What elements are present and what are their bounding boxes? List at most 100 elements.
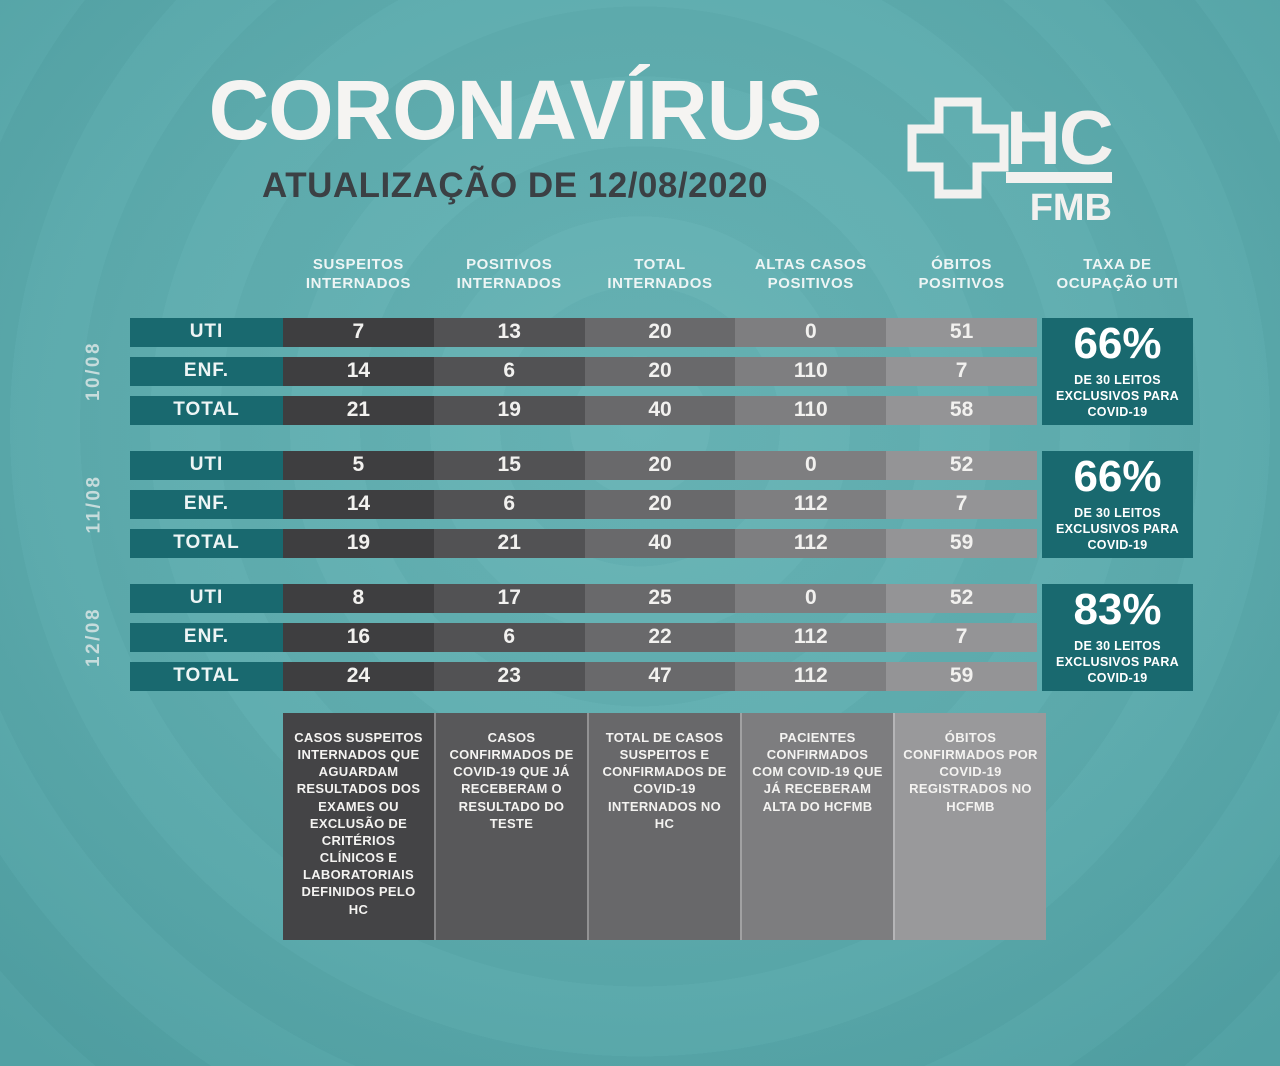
occupancy-note: DE 30 LEITOS EXCLUSIVOS PARA COVID-19 xyxy=(1055,373,1180,419)
table-row: TOTAL 19 21 40 112 59 xyxy=(130,528,1037,558)
value-cell: 7 xyxy=(283,317,434,347)
legend-box-obitos: ÓBITOS CONFIRMADOS POR COVID-19 REGISTRA… xyxy=(893,713,1046,940)
occupancy-rate: 66% xyxy=(1073,452,1162,501)
column-header-positivos: POSITIVOS INTERNADOS xyxy=(456,256,562,292)
value-cell: 6 xyxy=(433,622,585,652)
hospital-cross-icon: HC FMB xyxy=(907,96,1114,229)
value-cell: 112 xyxy=(735,528,887,558)
block-rows: UTI 8 17 25 0 52 ENF. 16 6 22 112 7 TOTA… xyxy=(130,583,1037,691)
value-cell: 112 xyxy=(735,489,887,519)
block-rows: UTI 5 15 20 0 52 ENF. 14 6 20 112 7 TOTA… xyxy=(130,450,1037,558)
value-cell: 20 xyxy=(584,356,736,386)
table-row: ENF. 16 6 22 112 7 xyxy=(130,622,1037,652)
occupancy-rate: 83% xyxy=(1073,585,1162,634)
value-cell: 112 xyxy=(735,661,887,691)
row-label: TOTAL xyxy=(130,395,283,425)
value-cell: 25 xyxy=(584,583,736,613)
legend-text: PACIENTES CONFIRMADOS COM COVID-19 QUE J… xyxy=(752,730,883,814)
value-cell: 21 xyxy=(283,395,434,425)
column-header-total: TOTAL INTERNADOS xyxy=(607,256,713,292)
table-row: TOTAL 21 19 40 110 58 xyxy=(130,395,1037,425)
header: CORONAVÍRUS ATUALIZAÇÃO DE 12/08/2020 xyxy=(140,63,890,206)
table-row: UTI 7 13 20 0 51 xyxy=(130,317,1037,347)
value-cell: 14 xyxy=(283,489,434,519)
legend-text: CASOS CONFIRMADOS DE COVID-19 QUE JÁ REC… xyxy=(449,730,574,831)
page-subtitle: ATUALIZAÇÃO DE 12/08/2020 xyxy=(262,165,768,205)
column-header-altas: ALTAS CASOS POSITIVOS xyxy=(754,256,867,292)
occupancy-note: DE 30 LEITOS EXCLUSIVOS PARA COVID-19 xyxy=(1055,506,1180,552)
value-cell: 8 xyxy=(283,583,434,613)
value-cell: 51 xyxy=(886,317,1037,347)
value-cell: 19 xyxy=(433,395,585,425)
value-cell: 20 xyxy=(584,450,736,480)
value-cell: 52 xyxy=(886,583,1037,613)
table-row: TOTAL 24 23 47 112 59 xyxy=(130,661,1037,691)
value-cell: 112 xyxy=(735,622,887,652)
value-cell: 17 xyxy=(433,583,585,613)
logo-hc-text: HC xyxy=(1006,96,1112,181)
table-row: UTI 5 15 20 0 52 xyxy=(130,450,1037,480)
data-table: SUSPEITOS INTERNADOS POSITIVOS INTERNADO… xyxy=(83,256,1193,717)
occupancy-box: 66% DE 30 LEITOS EXCLUSIVOS PARA COVID-1… xyxy=(1042,317,1193,425)
row-label: TOTAL xyxy=(130,528,283,558)
value-cell: 15 xyxy=(433,450,585,480)
value-cell: 52 xyxy=(886,450,1037,480)
legend-box-suspeitos: CASOS SUSPEITOS INTERNADOS QUE AGUARDAM … xyxy=(283,713,434,940)
value-cell: 16 xyxy=(283,622,434,652)
logo-bar xyxy=(1006,172,1112,183)
value-cell: 21 xyxy=(433,528,585,558)
row-label: UTI xyxy=(130,317,283,347)
occupancy-box: 83% DE 30 LEITOS EXCLUSIVOS PARA COVID-1… xyxy=(1042,583,1193,691)
table-row: UTI 8 17 25 0 52 xyxy=(130,583,1037,613)
row-label: ENF. xyxy=(130,356,283,386)
date-label: 11/08 xyxy=(83,474,104,534)
row-label: TOTAL xyxy=(130,661,283,691)
table-row: ENF. 14 6 20 112 7 xyxy=(130,489,1037,519)
value-cell: 0 xyxy=(735,583,887,613)
date-block-12-08: 12/08 UTI 8 17 25 0 52 ENF. 16 6 22 112 … xyxy=(83,583,1193,691)
occupancy-box: 66% DE 30 LEITOS EXCLUSIVOS PARA COVID-1… xyxy=(1042,450,1193,558)
legend-box-positivos: CASOS CONFIRMADOS DE COVID-19 QUE JÁ REC… xyxy=(434,713,587,940)
row-label: ENF. xyxy=(130,489,283,519)
value-cell: 24 xyxy=(283,661,434,691)
value-cell: 22 xyxy=(584,622,736,652)
occupancy-note: DE 30 LEITOS EXCLUSIVOS PARA COVID-19 xyxy=(1055,639,1180,685)
date-label: 10/08 xyxy=(83,340,105,402)
value-cell: 58 xyxy=(886,395,1037,425)
value-cell: 14 xyxy=(283,356,434,386)
column-header-taxa: TAXA DE OCUPAÇÃO UTI xyxy=(1056,256,1179,292)
value-cell: 59 xyxy=(886,661,1037,691)
value-cell: 23 xyxy=(433,661,585,691)
column-header-suspeitos: SUSPEITOS INTERNADOS xyxy=(305,256,411,292)
row-label: UTI xyxy=(130,583,283,613)
date-block-11-08: 11/08 UTI 5 15 20 0 52 ENF. 14 6 20 112 … xyxy=(83,450,1193,558)
page-title: CORONAVÍRUS xyxy=(208,63,823,157)
value-cell: 7 xyxy=(886,356,1037,386)
value-cell: 13 xyxy=(433,317,585,347)
value-cell: 7 xyxy=(886,489,1037,519)
date-block-10-08: 10/08 UTI 7 13 20 0 51 ENF. 14 6 20 110 … xyxy=(83,317,1193,425)
row-label: ENF. xyxy=(130,622,283,652)
hcfmb-logo: HC FMB xyxy=(905,86,1117,234)
block-rows: UTI 7 13 20 0 51 ENF. 14 6 20 110 7 TOTA… xyxy=(130,317,1037,425)
value-cell: 20 xyxy=(584,489,736,519)
occupancy-rate: 66% xyxy=(1073,319,1162,368)
header-spacer xyxy=(130,256,283,294)
value-cell: 40 xyxy=(584,395,736,425)
value-cell: 59 xyxy=(886,528,1037,558)
logo-fmb-text: FMB xyxy=(1030,187,1112,229)
value-cell: 19 xyxy=(283,528,434,558)
legend-text: TOTAL DE CASOS SUSPEITOS E CONFIRMADOS D… xyxy=(602,730,727,831)
value-cell: 110 xyxy=(735,356,887,386)
value-cell: 20 xyxy=(584,317,736,347)
value-cell: 110 xyxy=(735,395,887,425)
value-cell: 0 xyxy=(735,450,887,480)
legend-text: CASOS SUSPEITOS INTERNADOS QUE AGUARDAM … xyxy=(294,730,423,917)
value-cell: 6 xyxy=(433,489,585,519)
legend-text: ÓBITOS CONFIRMADOS POR COVID-19 REGISTRA… xyxy=(903,730,1038,814)
value-cell: 0 xyxy=(735,317,887,347)
legend-row: CASOS SUSPEITOS INTERNADOS QUE AGUARDAM … xyxy=(283,713,1046,940)
value-cell: 6 xyxy=(433,356,585,386)
value-cell: 5 xyxy=(283,450,434,480)
